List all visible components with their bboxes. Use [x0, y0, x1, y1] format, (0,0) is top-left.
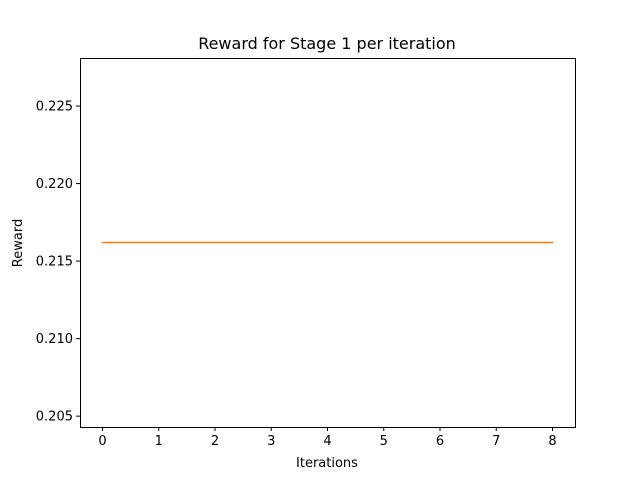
- data-point: [157, 241, 160, 244]
- y-tick-label: 0.210: [36, 332, 73, 347]
- y-axis-label: Reward: [11, 219, 26, 267]
- x-tick-label: 0: [98, 434, 106, 449]
- data-point: [214, 241, 216, 244]
- series-layer: [101, 241, 554, 244]
- y-tick-label: 0.215: [36, 255, 73, 270]
- data-point: [551, 241, 554, 244]
- y-tick-label: 0.225: [36, 100, 73, 115]
- x-tick-label: 4: [323, 434, 331, 449]
- data-point: [439, 241, 441, 244]
- data-point: [270, 241, 273, 244]
- x-tick-label: 8: [548, 434, 556, 449]
- x-tick-label: 1: [155, 434, 163, 449]
- data-point: [495, 241, 498, 244]
- y-tick-label: 0.220: [36, 177, 73, 192]
- data-point: [101, 241, 104, 244]
- y-axis: 0.205 0.210 0.215 0.220 0.225: [36, 100, 80, 425]
- x-tick-label: 7: [492, 434, 500, 449]
- x-tick-label: 6: [436, 434, 444, 449]
- data-point: [326, 241, 329, 244]
- x-tick-label: 3: [267, 434, 275, 449]
- data-point: [382, 241, 385, 244]
- x-axis-label: Iterations: [296, 456, 358, 471]
- x-tick-label: 5: [380, 434, 388, 449]
- y-tick-label: 0.205: [36, 410, 73, 425]
- x-axis: 0 1 2 3 4 5 6 7 8: [98, 427, 557, 449]
- x-tick-label: 2: [211, 434, 219, 449]
- chart-title: Reward for Stage 1 per iteration: [198, 34, 456, 53]
